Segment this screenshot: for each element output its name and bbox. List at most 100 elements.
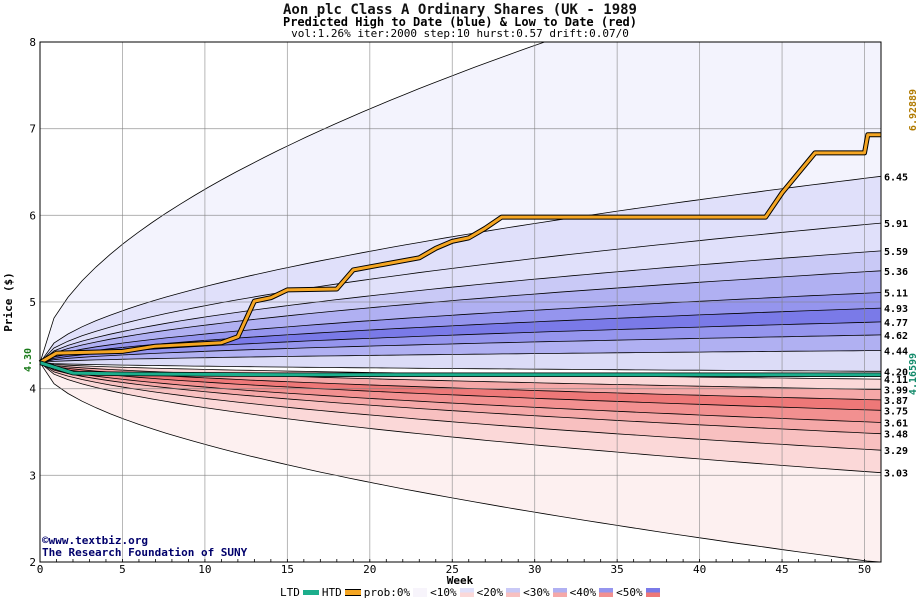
legend-htd-label: HTD bbox=[321, 586, 342, 599]
band-upper-7 bbox=[40, 321, 881, 363]
htd-line bbox=[39, 133, 881, 364]
htd-last-label: 6.92889 bbox=[908, 89, 919, 131]
legend-50-label: <50% bbox=[616, 586, 643, 599]
chart-parameters: vol:1.26% iter:2000 step:10 hurst:0.57 d… bbox=[291, 27, 629, 40]
band-upper-9 bbox=[40, 350, 881, 372]
right-level-labels: 6.45 5.91 5.59 5.36 5.11 4.93 4.77 4.62 4.44 4.20… bbox=[884, 172, 908, 479]
level-line-2 bbox=[39, 222, 882, 363]
band-upper-2 bbox=[40, 223, 881, 363]
level-label-17: 3.03 bbox=[884, 469, 908, 480]
start-price-label: 4.30 bbox=[23, 348, 34, 372]
legend-20-label: <20% bbox=[476, 586, 504, 599]
x-tick-label-2: 10 bbox=[198, 563, 211, 576]
band-lower-5 bbox=[40, 362, 881, 411]
level-label-6: 4.77 bbox=[884, 318, 908, 329]
level-label-4: 5.11 bbox=[884, 288, 908, 299]
band-upper-6 bbox=[40, 308, 881, 363]
level-label-13: 3.75 bbox=[884, 406, 908, 417]
y-tick-label-5: 7 bbox=[29, 123, 36, 136]
y-tick-label-6: 8 bbox=[29, 36, 36, 49]
x-tick-label-9: 45 bbox=[775, 563, 788, 576]
level-line-5 bbox=[39, 292, 882, 364]
legend-40-label: <40% bbox=[569, 586, 597, 599]
level-line-1 bbox=[39, 175, 882, 363]
credit-url: ©www.textbiz.org bbox=[42, 534, 148, 547]
x-tick-label-0: 0 bbox=[37, 563, 44, 576]
level-line-15 bbox=[39, 362, 882, 423]
ltd-line bbox=[39, 361, 881, 377]
y-tick-label-4: 6 bbox=[29, 209, 36, 222]
level-line-16 bbox=[39, 362, 882, 411]
level-line-17 bbox=[39, 362, 882, 401]
x-tick-label-4: 20 bbox=[363, 563, 376, 576]
x-tick-label-3: 15 bbox=[281, 563, 294, 576]
band-lower-1 bbox=[40, 362, 881, 473]
level-label-16: 3.29 bbox=[884, 446, 908, 457]
band-upper-5 bbox=[40, 292, 881, 363]
legend-10-label: <10% bbox=[430, 586, 457, 599]
y-tick-label-1: 3 bbox=[29, 469, 36, 482]
band-upper-4 bbox=[40, 270, 881, 363]
level-line-6 bbox=[39, 307, 882, 364]
legend: LTD HTD prob:0% <10% <20% <30% <40% <50% bbox=[280, 586, 660, 599]
legend-ltd-swatch bbox=[302, 590, 319, 595]
band-lower-4 bbox=[40, 362, 881, 423]
level-label-10: 4.11 bbox=[884, 375, 908, 386]
x-tick-label-8: 40 bbox=[693, 563, 706, 576]
level-line-10 bbox=[39, 362, 881, 372]
x-tick-label-10: 50 bbox=[858, 563, 871, 576]
x-tick-label-5: 25 bbox=[446, 563, 459, 576]
level-label-5: 4.93 bbox=[884, 304, 908, 315]
level-label-2: 5.59 bbox=[884, 247, 908, 258]
legend-swatch-20 bbox=[506, 588, 521, 597]
band-lower-0 bbox=[40, 362, 881, 562]
band-upper-0 bbox=[40, 42, 881, 363]
level-line-4 bbox=[39, 270, 882, 364]
legend-swatch-0 bbox=[413, 588, 428, 597]
ltd-last-label: 4.16599 bbox=[908, 353, 919, 395]
x-tick-label-1: 5 bbox=[119, 563, 126, 576]
legend-30-label: <30% bbox=[523, 586, 550, 599]
legend-swatch-30 bbox=[552, 588, 567, 597]
legend-ltd-label: LTD bbox=[280, 586, 300, 599]
band-lower-2 bbox=[40, 362, 881, 451]
level-line-7 bbox=[39, 321, 882, 364]
band-lower-3 bbox=[40, 362, 881, 434]
chart-title: Aon plc Class A Ordinary Shares (UK - 19… bbox=[282, 2, 637, 18]
legend-prob-label: prob:0% bbox=[363, 586, 411, 599]
series-lines bbox=[38, 132, 881, 378]
band-upper-1 bbox=[40, 176, 881, 363]
y-axis-label: Price ($) bbox=[2, 272, 15, 332]
level-label-3: 5.36 bbox=[884, 267, 908, 278]
y-tick-label-3: 5 bbox=[29, 296, 36, 309]
y-tick-label-0: 2 bbox=[29, 556, 36, 569]
level-label-11: 3.99 bbox=[884, 386, 908, 397]
chart-subtitle: Predicted High to Date (blue) & Low to D… bbox=[282, 15, 637, 29]
band-upper-3 bbox=[40, 250, 881, 363]
level-label-9: 4.20 bbox=[884, 367, 908, 378]
x-axis-label: Week bbox=[447, 574, 474, 587]
level-line-8 bbox=[39, 334, 882, 364]
level-label-14: 3.61 bbox=[884, 418, 908, 429]
level-label-7: 4.62 bbox=[884, 331, 908, 342]
level-line-3 bbox=[39, 250, 882, 364]
level-line-9 bbox=[39, 350, 882, 364]
level-label-12: 3.87 bbox=[884, 396, 908, 407]
legend-swatch-50 bbox=[645, 588, 660, 597]
credit-org: The Research Foundation of SUNY bbox=[42, 546, 248, 559]
x-tick-label-6: 30 bbox=[528, 563, 541, 576]
x-tick-label-7: 35 bbox=[611, 563, 624, 576]
level-label-15: 3.48 bbox=[884, 430, 908, 441]
level-label-8: 4.44 bbox=[884, 347, 908, 358]
level-line-13 bbox=[39, 362, 882, 451]
legend-htd-swatch bbox=[344, 589, 361, 596]
legend-swatch-10 bbox=[459, 588, 474, 597]
level-label-0: 6.45 bbox=[884, 172, 908, 183]
plot-frame bbox=[39, 41, 882, 563]
level-line-11 bbox=[39, 362, 882, 563]
legend-swatch-40 bbox=[599, 588, 614, 597]
level-label-1: 5.91 bbox=[884, 219, 908, 230]
level-line-14 bbox=[39, 362, 882, 435]
